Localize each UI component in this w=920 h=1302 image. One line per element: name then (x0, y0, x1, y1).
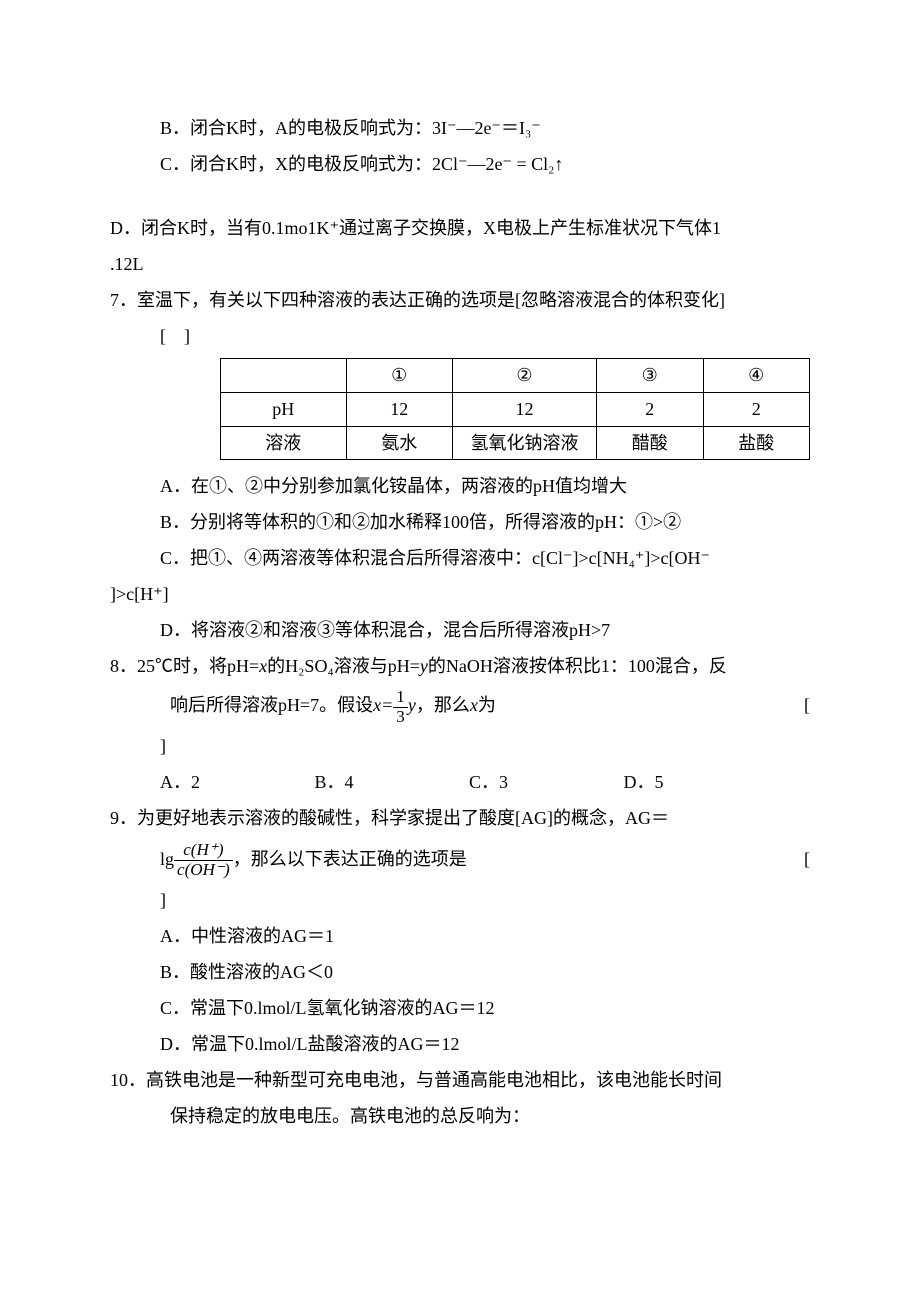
q9-option-c: C．常温下0.lmol/L氢氧化钠溶液的AG＝12 (110, 990, 810, 1026)
q9-option-d: D．常温下0.lmol/L盐酸溶液的AG＝12 (110, 1026, 810, 1062)
q7-th-1: ① (346, 359, 453, 393)
q6-option-b: B．闭合K时，A的电极反响式为：3I⁻—2e⁻＝I₃⁻ (110, 110, 810, 146)
q7-option-b: B．分别将等体积的①和②加水稀释100倍，所得溶液的pH：①>② (110, 504, 810, 540)
q8-option-b: B．4 (315, 764, 465, 800)
q10-stem-line1: 10．高铁电池是一种新型可充电电池，与普通高能电池相比，该电池能长时间 (110, 1062, 810, 1098)
q7-stem: 7．室温下，有关以下四种溶液的表达正确的选项是[忽略溶液混合的体积变化] (110, 282, 810, 318)
q7-option-c: C．把①、④两溶液等体积混合后所得溶液中：c[Cl⁻]>c[NH₄⁺]>c[OH… (110, 540, 810, 576)
q7-r2c2: 氨水 (346, 426, 453, 460)
q7-table: ① ② ③ ④ pH 12 12 2 2 溶液 氨水 氢氧化钠溶液 醋酸 盐酸 (220, 358, 810, 460)
q9-stem-line2: lgc(H⁺)c(OH⁻)，那么以下表达正确的选项是 [ (110, 836, 810, 883)
q9-fraction: c(H⁺)c(OH⁻) (174, 841, 233, 880)
q7-r2c4: 醋酸 (597, 426, 704, 460)
q6-option-d-line2: .12L (110, 246, 810, 282)
q8-bracket-close: ] (110, 728, 810, 764)
q7-r1c3: 12 (453, 392, 597, 426)
q8-option-a: A．2 (160, 764, 310, 800)
q7-r2c1: 溶液 (221, 426, 347, 460)
q9-stem-line1: 9．为更好地表示溶液的酸碱性，科学家提出了酸度[AG]的概念，AG＝ (110, 800, 810, 836)
q8-stem-line2: 响后所得溶液pH=7。假设x=13y，那么x为 [ (110, 684, 810, 727)
q7-r1c2: 12 (346, 392, 453, 426)
q7-r1c5: 2 (703, 392, 810, 426)
q7-th-4: ④ (703, 359, 810, 393)
q7-th-3: ③ (597, 359, 704, 393)
q7-r2c3: 氢氧化钠溶液 (453, 426, 597, 460)
q10-stem-line2: 保持稳定的放电电压。高铁电池的总反响为： (110, 1098, 810, 1134)
q7-bracket: [ ] (110, 318, 810, 354)
q7-option-a: A．在①、②中分别参加氯化铵晶体，两溶液的pH值均增大 (110, 468, 810, 504)
q8-option-c: C．3 (469, 764, 619, 800)
q7-th-blank (221, 359, 347, 393)
q8-fraction: 13 (393, 688, 408, 727)
q9-option-b: B．酸性溶液的AG＜0 (110, 954, 810, 990)
q7-r1c4: 2 (597, 392, 704, 426)
q6-option-d-line1: D．闭合K时，当有0.1mo1K⁺通过离子交换膜，X电极上产生标准状况下气体1 (110, 210, 810, 246)
q9-bracket-close: ] (110, 882, 810, 918)
q7-th-2: ② (453, 359, 597, 393)
q6-option-c: C．闭合K时，X的电极反响式为：2Cl⁻—2e⁻ = Cl₂↑ (110, 146, 810, 182)
q7-option-d: D．将溶液②和溶液③等体积混合，混合后所得溶液pH>7 (110, 612, 810, 648)
q8-option-d: D．5 (624, 764, 774, 800)
q9-option-a: A．中性溶液的AG＝1 (110, 918, 810, 954)
q7-r1c1: pH (221, 392, 347, 426)
q7-option-c-tail: ]>c[H⁺] (110, 576, 810, 612)
q8-options: A．2 B．4 C．3 D．5 (110, 764, 810, 800)
q8-stem-line1: 8．25℃时，将pH=x的H₂SO₄溶液与pH=y的NaOH溶液按体积比1：10… (110, 648, 810, 684)
q7-r2c5: 盐酸 (703, 426, 810, 460)
